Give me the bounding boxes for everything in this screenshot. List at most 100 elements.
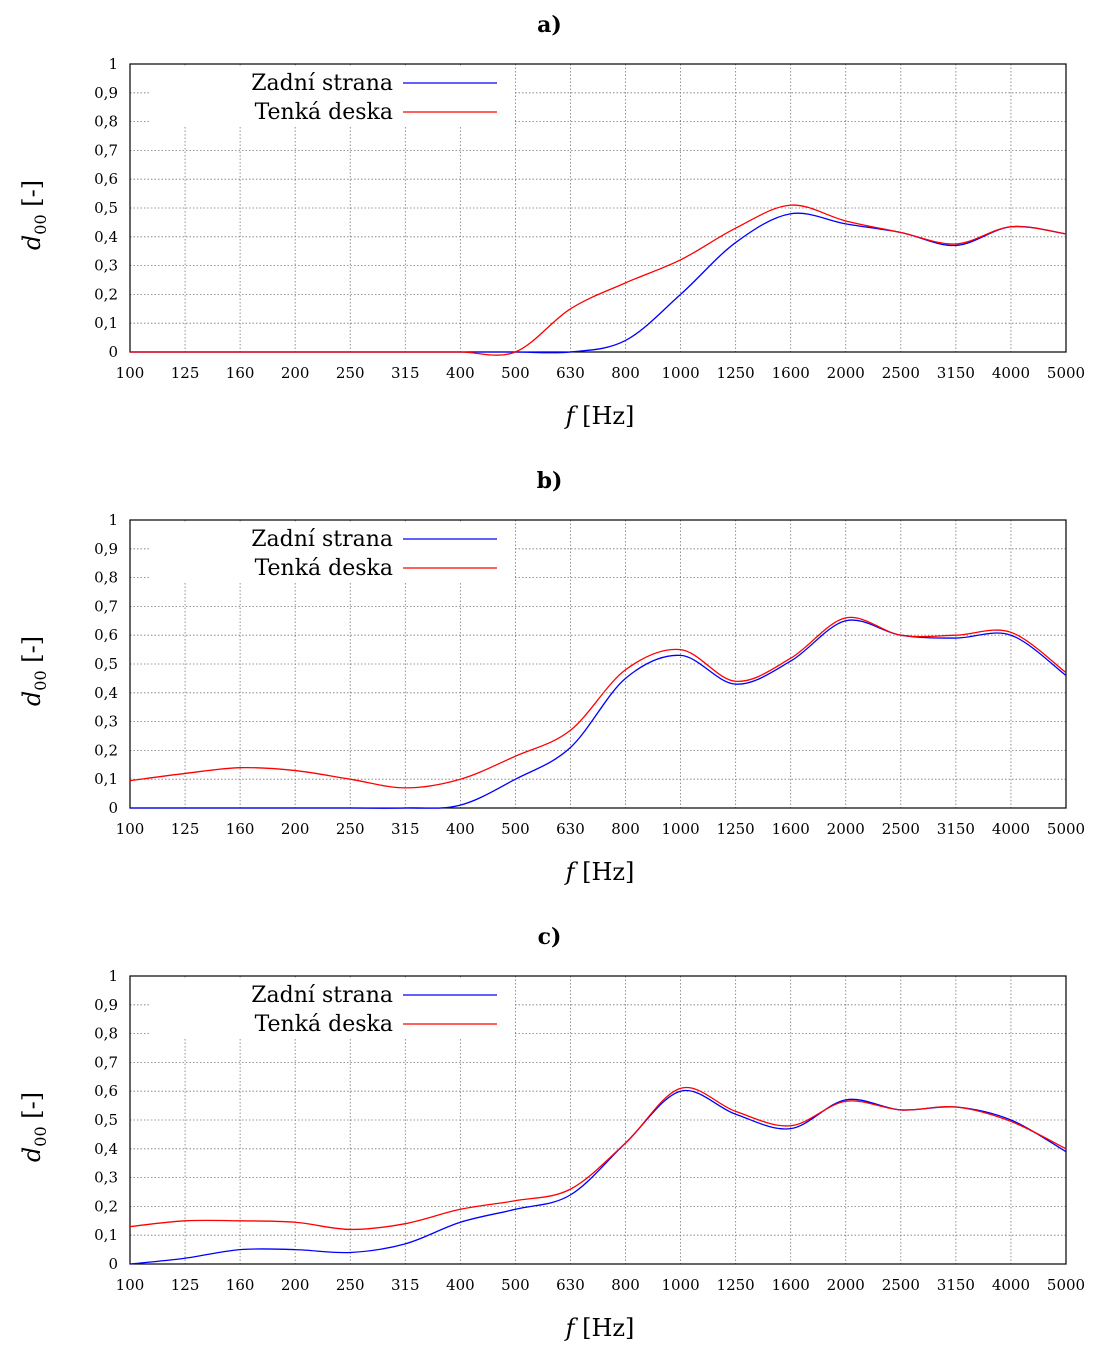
y-tick-label: 0,7 [94,597,118,615]
x-tick-label: 315 [391,1276,420,1294]
x-tick-label: 100 [116,1276,145,1294]
legend-label: Tenká deska [255,1012,393,1037]
x-tick-label: 3150 [937,364,975,382]
x-tick-label: 5000 [1047,1276,1085,1294]
x-tick-label: 5000 [1047,364,1085,382]
x-tick-label: 200 [281,820,310,838]
x-tick-label: 400 [446,1276,475,1294]
y-tick-label: 0 [108,799,118,817]
y-tick-label: 0,7 [94,1053,118,1071]
y-tick-label: 0,2 [94,1197,118,1215]
x-tick-label: 160 [226,1276,255,1294]
series-line [130,617,1066,787]
x-tick-label: 1000 [661,364,699,382]
x-tick-label: 1600 [772,364,810,382]
x-tick-label: 630 [556,820,585,838]
y-tick-label: 0,7 [94,141,118,159]
y-tick-label: 0,6 [94,170,118,188]
y-tick-label: 0,3 [94,257,118,275]
y-tick-label: 0,6 [94,1082,118,1100]
x-tick-label: 2000 [827,1276,865,1294]
series-line [130,1088,1066,1230]
x-tick-label: 1250 [717,820,755,838]
plot-svg: 100 125 160 200 250 315 400 500 630 800 1000 1250 16… [0,456,1099,906]
x-tick-label: 1250 [717,364,755,382]
x-tick-label: 4000 [992,364,1030,382]
y-tick-label: 0 [108,1255,118,1273]
y-tick-label: 1 [108,967,118,985]
y-tick-label: 0,4 [94,684,118,702]
x-tick-label: 2000 [827,364,865,382]
x-tick-label: 4000 [992,1276,1030,1294]
y-tick-label: 0,9 [94,84,118,102]
x-tick-label: 1250 [717,1276,755,1294]
y-tick-label: 0,8 [94,1025,118,1043]
x-tick-label: 800 [611,364,640,382]
legend-label: Tenká deska [255,556,393,581]
x-tick-label: 400 [446,364,475,382]
x-tick-label: 160 [226,820,255,838]
y-tick-label: 0,2 [94,285,118,303]
x-tick-label: 800 [611,1276,640,1294]
x-tick-label: 160 [226,364,255,382]
x-tick-label: 500 [501,1276,530,1294]
x-tick-label: 315 [391,820,420,838]
y-tick-label: 0,2 [94,741,118,759]
x-tick-label: 1600 [772,1276,810,1294]
x-tick-label: 2500 [882,820,920,838]
y-tick-label: 0,8 [94,113,118,131]
series-line [130,213,1066,353]
x-tick-label: 2500 [882,1276,920,1294]
y-tick-label: 0,1 [94,1226,118,1244]
y-tick-label: 0,9 [94,540,118,558]
x-tick-label: 125 [171,820,200,838]
y-tick-label: 0,4 [94,228,118,246]
x-tick-label: 125 [171,1276,200,1294]
x-tick-label: 2500 [882,364,920,382]
y-tick-label: 0,4 [94,1140,118,1158]
y-tick-label: 0,3 [94,1169,118,1187]
y-tick-label: 0,9 [94,996,118,1014]
x-tick-label: 500 [501,364,530,382]
x-tick-label: 100 [116,820,145,838]
legend-label: Zadní strana [251,71,393,96]
x-tick-label: 250 [336,1276,365,1294]
x-tick-label: 630 [556,1276,585,1294]
x-tick-label: 630 [556,364,585,382]
y-tick-label: 1 [108,55,118,73]
x-tick-label: 1600 [772,820,810,838]
x-tick-label: 250 [336,364,365,382]
chart-b: b) d00 [-] f [Hz] 100 125 160 200 250 315 400 5… [0,456,1099,906]
legend-label: Tenká deska [255,100,393,125]
legend-label: Zadní strana [251,527,393,552]
x-tick-label: 125 [171,364,200,382]
y-tick-label: 0,5 [94,1111,118,1129]
x-tick-label: 3150 [937,820,975,838]
x-tick-label: 400 [446,820,475,838]
y-tick-label: 0,3 [94,713,118,731]
x-tick-label: 500 [501,820,530,838]
y-tick-label: 0,1 [94,770,118,788]
x-tick-label: 200 [281,364,310,382]
x-tick-label: 5000 [1047,820,1085,838]
x-tick-label: 250 [336,820,365,838]
x-tick-label: 100 [116,364,145,382]
x-tick-label: 4000 [992,820,1030,838]
x-tick-label: 315 [391,364,420,382]
plot-svg: 100 125 160 200 250 315 400 500 630 800 1000 1250 16… [0,0,1099,450]
chart-a: a) d00 [-] f [Hz] 100 125 160 200 250 315 400 5… [0,0,1099,450]
x-tick-label: 2000 [827,820,865,838]
y-tick-label: 0,5 [94,199,118,217]
series-line [130,205,1066,355]
y-tick-label: 0,8 [94,569,118,587]
y-tick-label: 0,1 [94,314,118,332]
plot-svg: 100 125 160 200 250 315 400 500 630 800 1000 1250 16… [0,912,1099,1362]
legend-label: Zadní strana [251,983,393,1008]
x-tick-label: 1000 [661,820,699,838]
chart-c: c) d00 [-] f [Hz] 100 125 160 200 250 315 400 5… [0,912,1099,1362]
y-tick-label: 0,5 [94,655,118,673]
y-tick-label: 1 [108,511,118,529]
x-tick-label: 1000 [661,1276,699,1294]
x-tick-label: 800 [611,820,640,838]
y-tick-label: 0 [108,343,118,361]
